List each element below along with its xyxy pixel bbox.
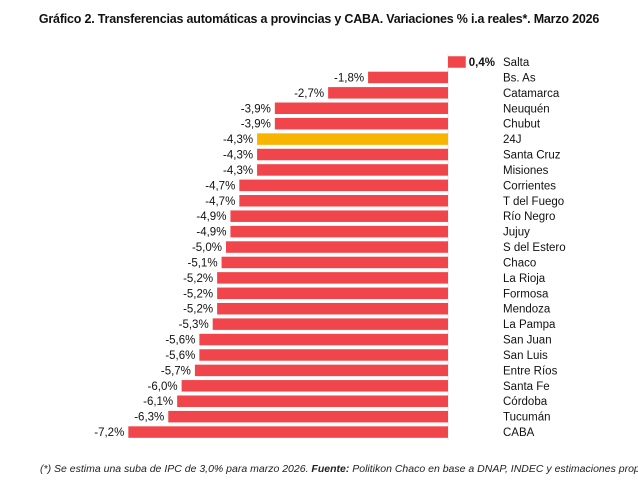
category-label: Salta bbox=[503, 57, 530, 69]
data-label: -5,2% bbox=[183, 304, 213, 316]
bar bbox=[257, 148, 448, 161]
bar bbox=[221, 256, 448, 269]
category-label: San Luis bbox=[503, 350, 548, 362]
bar bbox=[257, 164, 448, 176]
category-label: Catamarca bbox=[503, 88, 560, 100]
data-label: -2,7% bbox=[294, 88, 324, 100]
data-label: -6,1% bbox=[143, 396, 173, 408]
bar bbox=[177, 395, 448, 407]
bar bbox=[217, 287, 448, 300]
data-label: -4,3% bbox=[223, 165, 253, 177]
data-label: -5,3% bbox=[179, 319, 209, 331]
category-label: San Juan bbox=[503, 335, 552, 347]
data-label: -5,0% bbox=[192, 242, 222, 254]
bar bbox=[239, 195, 448, 207]
category-label: Río Negro bbox=[503, 211, 555, 223]
category-label: S del Estero bbox=[503, 242, 566, 254]
bar bbox=[257, 133, 448, 145]
data-label: -7,2% bbox=[94, 427, 124, 439]
data-label: -5,1% bbox=[188, 257, 218, 269]
bar bbox=[368, 71, 448, 84]
data-label: 0,4% bbox=[469, 57, 495, 69]
footnote-text: (*) Se estima una suba de IPC de 3,0% pa… bbox=[40, 463, 312, 475]
data-label: -6,3% bbox=[134, 412, 164, 424]
data-label: -3,9% bbox=[241, 103, 271, 115]
data-label: -4,7% bbox=[205, 196, 235, 208]
data-label: -4,9% bbox=[196, 227, 226, 239]
category-label: Bs. As bbox=[503, 72, 536, 84]
category-label: Entre Ríos bbox=[503, 365, 558, 377]
bar bbox=[128, 426, 448, 438]
bar bbox=[274, 117, 448, 130]
data-label: -6,0% bbox=[148, 381, 178, 393]
category-label: 24J bbox=[503, 134, 522, 146]
category-label: Santa Fe bbox=[503, 381, 550, 393]
bar bbox=[328, 87, 448, 99]
category-label: Misiones bbox=[503, 165, 549, 177]
source-label: Fuente: bbox=[311, 463, 350, 475]
category-label: CABA bbox=[503, 427, 535, 439]
category-label: Córdoba bbox=[503, 396, 548, 408]
bar-chart: 0,4% Salta -1,8% Bs. As -2,7% Catamarca -3,9% N… bbox=[94, 54, 566, 440]
bar bbox=[230, 225, 448, 238]
bar bbox=[239, 179, 448, 192]
bar bbox=[274, 102, 448, 115]
bar bbox=[199, 349, 448, 361]
bar bbox=[217, 272, 448, 284]
category-label: Santa Cruz bbox=[503, 150, 561, 162]
data-label: -5,6% bbox=[165, 335, 195, 347]
bar bbox=[181, 380, 448, 392]
data-label: -4,3% bbox=[223, 134, 253, 146]
category-label: Chaco bbox=[503, 257, 536, 269]
footnote: (*) Se estima una suba de IPC de 3,0% pa… bbox=[40, 463, 638, 475]
data-label: -4,3% bbox=[223, 150, 253, 162]
data-label: -1,8% bbox=[334, 72, 364, 84]
data-label: -5,7% bbox=[161, 365, 191, 377]
bar bbox=[230, 210, 448, 222]
category-label: Formosa bbox=[503, 288, 549, 300]
category-label: Chubut bbox=[503, 119, 541, 131]
bar bbox=[199, 333, 448, 346]
category-label: Tucumán bbox=[503, 412, 551, 424]
category-label: La Pampa bbox=[503, 319, 556, 331]
category-label: Mendoza bbox=[503, 304, 551, 316]
category-label: T del Fuego bbox=[503, 196, 564, 208]
chart-title: Gráfico 2. Transferencias automáticas a … bbox=[38, 12, 600, 26]
category-label: Neuquén bbox=[503, 103, 550, 115]
data-label: -5,2% bbox=[183, 288, 213, 300]
bar bbox=[168, 410, 448, 423]
category-label: Jujuy bbox=[503, 227, 530, 239]
bar bbox=[448, 56, 466, 68]
data-label: -5,6% bbox=[165, 350, 195, 362]
data-label: -3,9% bbox=[241, 119, 271, 131]
source-text: Politikon Chaco en base a DNAP, INDEC y … bbox=[349, 463, 638, 475]
data-label: -4,9% bbox=[196, 211, 226, 223]
bar bbox=[212, 318, 448, 330]
data-label: -4,7% bbox=[205, 180, 235, 192]
data-label: -5,2% bbox=[183, 273, 213, 285]
bar bbox=[217, 302, 448, 315]
bar bbox=[226, 241, 448, 253]
category-label: La Rioja bbox=[503, 273, 546, 285]
bar bbox=[194, 364, 448, 377]
category-label: Corrientes bbox=[503, 180, 556, 192]
